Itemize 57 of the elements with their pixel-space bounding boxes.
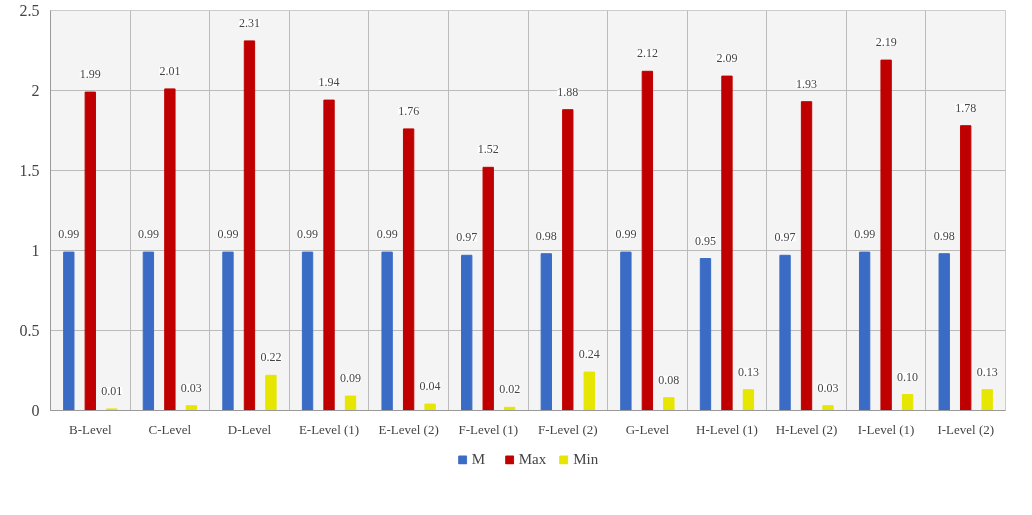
- data-label: 0.13: [976, 364, 998, 379]
- y-tick-label: 0.5: [19, 322, 40, 339]
- x-tick-label: C-Level: [148, 421, 192, 437]
- data-label: 0.22: [260, 350, 282, 365]
- legend-label: Max: [518, 450, 547, 468]
- data-label: 0.97: [456, 230, 478, 245]
- data-label: 2.31: [238, 15, 260, 30]
- data-label: 1.52: [477, 142, 499, 157]
- data-label: 0.98: [933, 228, 955, 243]
- data-label: 0.95: [694, 233, 716, 248]
- data-label: 0.08: [658, 372, 680, 387]
- data-label: 0.99: [217, 227, 239, 242]
- legend-label: Min: [573, 450, 599, 468]
- x-tick-label: E-Level (2): [378, 421, 439, 437]
- y-tick-label: 2: [31, 82, 40, 99]
- data-label: 2.19: [875, 35, 897, 50]
- x-tick-label: I-Level (1): [857, 421, 915, 437]
- data-label: 0.99: [297, 227, 319, 242]
- data-label: 0.98: [535, 228, 557, 243]
- data-label: 0.04: [419, 379, 441, 394]
- y-tick-label: 0: [31, 402, 40, 419]
- data-label: 1.88: [557, 84, 579, 99]
- data-label: 0.24: [578, 347, 600, 362]
- legend-label: M: [471, 450, 487, 468]
- y-tick-label: 1.5: [19, 162, 40, 179]
- data-label: 0.99: [376, 227, 398, 242]
- data-label: 0.97: [774, 230, 796, 245]
- data-label: 0.01: [101, 383, 123, 398]
- x-tick-label: E-Level (1): [298, 421, 360, 437]
- data-label: 2.01: [159, 63, 181, 78]
- data-label: 0.99: [58, 227, 80, 242]
- data-label: 0.99: [854, 227, 876, 242]
- data-label: 1.93: [796, 76, 818, 91]
- x-tick-label: H-Level (2): [775, 421, 838, 437]
- x-tick-label: G-Level: [625, 421, 670, 437]
- data-label: 0.03: [180, 380, 202, 395]
- data-label: 0.13: [737, 364, 759, 379]
- data-label: 0.02: [499, 382, 521, 397]
- x-tick-label: F-Level (2): [538, 421, 598, 437]
- x-tick-label: H-Level (1): [696, 421, 758, 437]
- data-label: 1.99: [79, 67, 101, 82]
- x-tick-label: I-Level (2): [937, 421, 995, 437]
- y-tick-label: 2.5: [19, 2, 40, 19]
- y-tick-label: 1: [31, 242, 40, 259]
- data-label: 0.99: [137, 227, 159, 242]
- data-label: 0.99: [615, 227, 637, 242]
- data-label: 0.10: [897, 369, 919, 384]
- data-label: 0.03: [817, 380, 839, 395]
- x-tick-label: B-Level: [69, 421, 112, 437]
- x-tick-label: F-Level (1): [458, 421, 518, 437]
- data-label: 2.12: [636, 46, 658, 61]
- x-tick-label: D-Level: [227, 421, 272, 437]
- data-label: 1.78: [955, 100, 977, 115]
- data-label: 1.76: [398, 103, 420, 118]
- data-label: 1.94: [318, 75, 340, 90]
- data-label: 0.09: [340, 371, 362, 386]
- data-label: 2.09: [716, 51, 738, 66]
